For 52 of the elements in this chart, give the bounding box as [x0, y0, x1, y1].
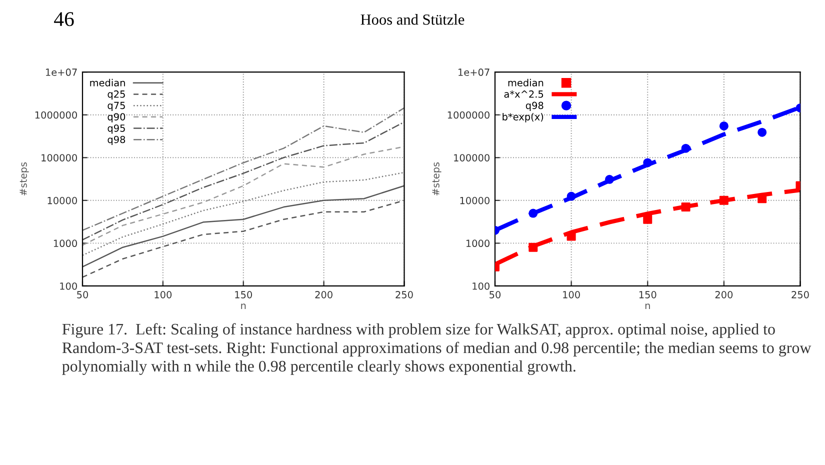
legend-label: q90 — [108, 113, 126, 122]
legend-label: q98 — [526, 102, 544, 111]
line-series — [82, 121, 404, 240]
x-tick-label: 100 — [154, 291, 172, 298]
x-tick-label: 200 — [715, 291, 733, 298]
text: Hoos and Stützle — [360, 14, 464, 25]
y-axis-title: #steps — [432, 162, 442, 196]
x-tick-label: 200 — [315, 291, 332, 298]
y-tick-label: 100000 — [42, 154, 77, 162]
point — [719, 121, 728, 130]
x-tick-label: 150 — [235, 291, 252, 298]
y-tick-label: 10000 — [48, 196, 77, 204]
point — [566, 192, 576, 201]
caption: Figure 17. Left: Scaling of instance hardness with problem size for WalkSAT, approx. optimal noise, applied to Random-3-SAT test-sets. Right: Functional approximations of median and 0.98 percentile; the median seems to grow polynomially with n while the 0.98 percentile clearly shows exponential growth. — [62, 323, 812, 375]
y-tick-label: 100 — [472, 282, 490, 290]
point — [643, 214, 652, 224]
legend-label: a*x^2.5 — [504, 90, 544, 98]
legend-label: q75 — [108, 102, 125, 111]
point — [719, 196, 728, 205]
x-axis-title: n — [241, 304, 246, 310]
x-axis-title: n — [645, 304, 650, 310]
y-tick-label: 1000000 — [448, 111, 490, 119]
legend-label: q95 — [108, 124, 125, 134]
y-tick-label: 1e+07 — [46, 68, 77, 76]
point — [528, 208, 538, 218]
point — [566, 232, 576, 241]
y-tick-label: 1000 — [54, 240, 77, 248]
x-tick-label: 50 — [490, 291, 501, 298]
text: 46 — [54, 12, 74, 26]
y-tick-label: 10000 — [460, 196, 490, 204]
point — [758, 128, 767, 137]
y-tick-label: 1000000 — [35, 111, 77, 119]
y-tick-label: 1e+07 — [458, 68, 490, 76]
y-tick-label: 100000 — [454, 154, 490, 162]
point — [604, 174, 614, 184]
y-tick-label: 100 — [60, 282, 77, 290]
x-tick-label: 150 — [639, 291, 656, 298]
legend-label: q98 — [108, 136, 126, 146]
legend-label: q25 — [108, 90, 125, 100]
point — [528, 242, 538, 252]
y-tick-label: 1000 — [466, 240, 490, 248]
legend-label: b*exp(x) — [502, 112, 544, 122]
legend-label: median — [90, 78, 125, 86]
x-tick-label: 250 — [792, 291, 809, 298]
x-tick-label: 100 — [563, 291, 580, 298]
x-tick-label: 50 — [77, 291, 88, 298]
point — [681, 202, 690, 212]
x-tick-label: 250 — [396, 291, 413, 298]
legend-label: median — [508, 78, 544, 86]
point — [681, 144, 690, 153]
point — [643, 158, 652, 168]
y-axis-title: #steps — [20, 162, 29, 196]
